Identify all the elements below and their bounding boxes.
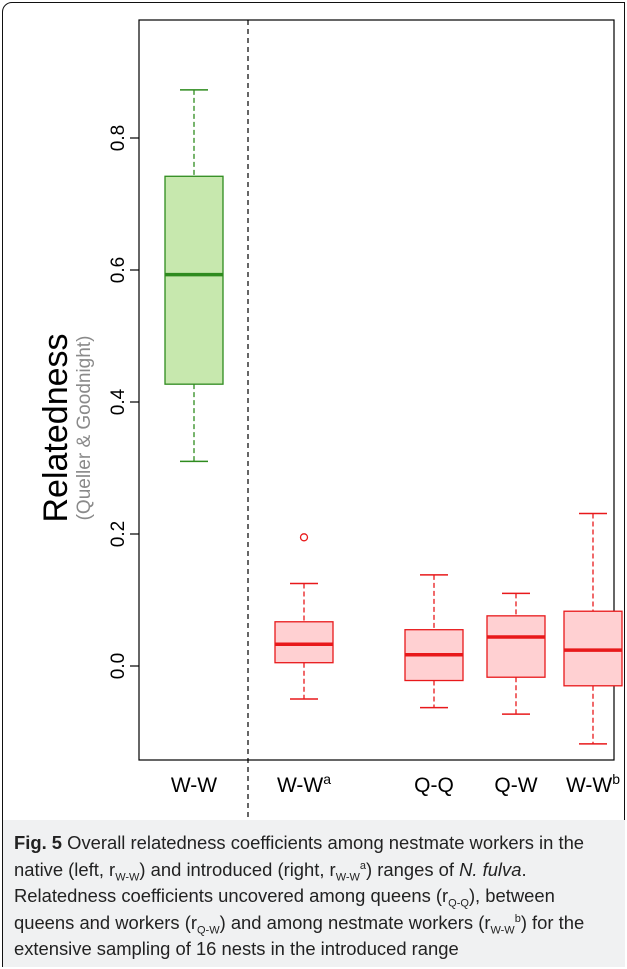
- y-tick-label: 0.6: [108, 257, 129, 283]
- x-tick-label: W-Wa: [277, 771, 331, 797]
- x-tick-label: W-W: [171, 774, 217, 797]
- boxplot-chart: 0.0 0.2 0.4 0.6 0.8 Relatedness (Queller & Goo…: [37, 19, 623, 818]
- y-axis-sublabel: (Queller & Goodnight): [74, 336, 95, 521]
- box-iqr: [486, 615, 546, 678]
- y-tick-label: 0.2: [108, 521, 129, 547]
- box-iqr: [164, 175, 224, 385]
- x-tick-label: Q-Q: [414, 774, 454, 797]
- plot-area-border: [138, 19, 615, 761]
- x-tick-superscript: b: [612, 771, 620, 787]
- x-tick-label: W-Wb: [566, 771, 620, 797]
- figure-label: Fig. 5: [14, 832, 63, 853]
- y-tick-label: 0.4: [108, 388, 129, 415]
- y-axis-label: Relatedness: [37, 333, 75, 522]
- x-tick-label: Q-W: [494, 774, 537, 797]
- figure-caption: Fig. 5 Overall relatedness coefficients …: [14, 832, 585, 959]
- species-name: N. fulva: [459, 858, 522, 880]
- x-tick-superscript: a: [323, 771, 331, 787]
- figure-caption-box: Fig. 5 Overall relatedness coefficients …: [3, 820, 625, 967]
- y-tick-label: 0.8: [108, 125, 129, 151]
- outlier-point: [299, 533, 309, 542]
- box-iqr: [274, 621, 334, 664]
- y-tick-label: 0.0: [108, 653, 129, 679]
